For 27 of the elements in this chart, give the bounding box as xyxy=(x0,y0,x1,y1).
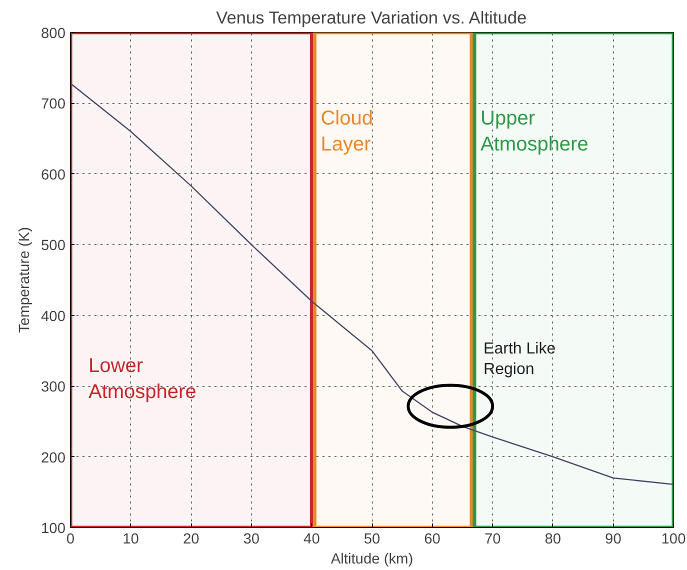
annotation: Earth Like Region xyxy=(484,340,556,378)
x-tick-label: 10 xyxy=(122,532,139,548)
y-axis-title: Temperature (K) xyxy=(17,227,34,333)
y-tick-label: 200 xyxy=(41,450,66,466)
y-tick-label: 700 xyxy=(41,96,66,113)
y-tick-label: 400 xyxy=(41,308,66,325)
x-tick-label: 20 xyxy=(182,532,200,548)
line-series xyxy=(70,82,674,486)
y-tick-label: 800 xyxy=(41,26,66,42)
chart-title: Venus Temperature Variation vs. Altitude xyxy=(216,8,527,28)
x-axis-title: Altitude (km) xyxy=(330,552,414,568)
x-tick-label: 60 xyxy=(424,532,440,548)
y-tick-label: 100 xyxy=(41,521,66,537)
x-tick-label: 50 xyxy=(364,532,380,548)
x-tick-label: 40 xyxy=(304,532,320,548)
x-tick-label: 0 xyxy=(66,532,75,548)
x-tick-label: 80 xyxy=(544,532,562,548)
band-label: Cloud Layer xyxy=(320,107,373,156)
y-tick-label: 300 xyxy=(41,380,66,396)
y-tick-label: 600 xyxy=(41,167,66,184)
x-tick-label: 90 xyxy=(605,532,622,548)
y-tick-label: 500 xyxy=(41,238,66,254)
x-tick-label: 30 xyxy=(243,532,260,548)
band-label: Lower Atmosphere xyxy=(88,354,196,404)
band-label: Upper Atmosphere xyxy=(480,107,588,156)
x-tick-label: 70 xyxy=(484,532,501,548)
x-tick-label: 100 xyxy=(661,532,686,548)
